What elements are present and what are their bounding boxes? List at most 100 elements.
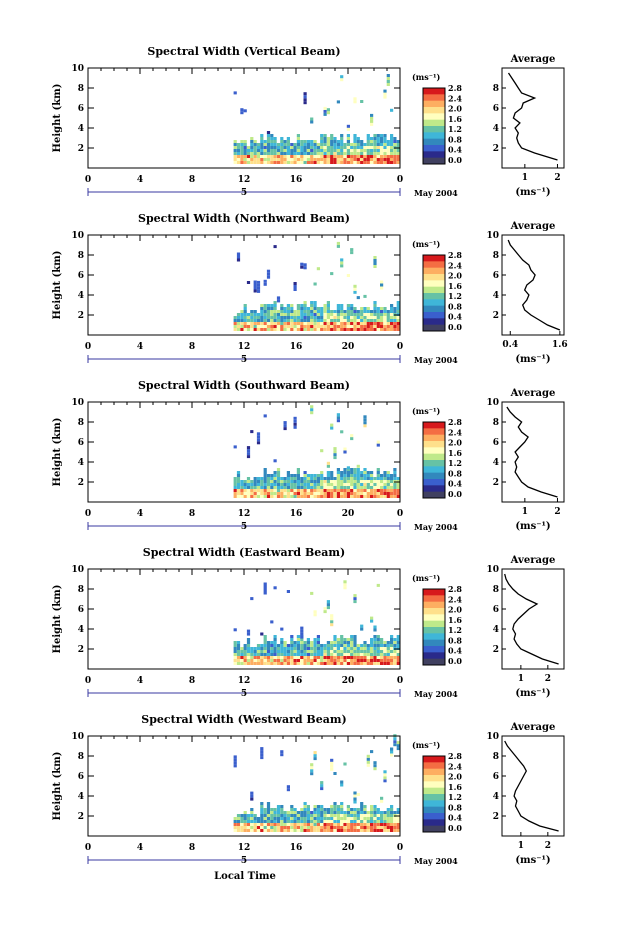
- heatmap-cell: [380, 316, 384, 319]
- heatmap-cell: [333, 489, 337, 492]
- colorbar-segment: [423, 595, 445, 603]
- profile-y-tick-label: 4: [493, 458, 499, 468]
- heatmap-cell: [336, 471, 340, 474]
- heatmap-cell: [363, 294, 367, 298]
- heatmap-cell: [366, 477, 370, 480]
- y-axis-label: Height (km): [52, 418, 63, 487]
- heatmap-cell: [290, 811, 294, 814]
- y-tick-label: 2: [78, 311, 84, 321]
- heatmap-cell: [293, 829, 297, 832]
- heatmap-cell: [320, 158, 324, 161]
- heatmap-cell: [350, 313, 354, 316]
- heatmap-cell: [283, 328, 287, 331]
- heatmap-cell: [346, 644, 350, 647]
- heatmap-cell: [276, 299, 281, 303]
- heatmap-cell: [243, 811, 247, 814]
- profile-y-tick-label: 10: [486, 231, 499, 241]
- heatmap-cell: [256, 653, 261, 656]
- heatmap-cell: [256, 823, 261, 826]
- colorbar-tick-label: 1.2: [448, 458, 462, 468]
- heatmap-cell: [350, 146, 354, 149]
- heatmap-cell: [350, 304, 354, 307]
- heatmap-cell: [270, 650, 274, 653]
- heatmap-cell: [286, 823, 290, 826]
- heatmap-cell: [313, 319, 317, 322]
- heatmap-cell: [370, 662, 374, 665]
- heatmap-cell: [366, 155, 370, 158]
- heatmap-cell: [256, 495, 261, 498]
- panel-5: Spectral Width (Westward Beam)108642Heig…: [52, 713, 565, 866]
- heatmap-cell: [283, 492, 287, 495]
- heatmap-cell: [246, 455, 251, 459]
- heatmap-cell: [386, 659, 390, 662]
- x-tick-label: 12: [238, 175, 251, 185]
- heatmap-cell: [340, 152, 344, 155]
- heatmap-cell: [243, 304, 247, 307]
- heatmap-cell: [236, 474, 241, 477]
- heatmap-cell: [366, 662, 370, 665]
- heatmap-cell: [376, 440, 380, 444]
- heatmap-cell: [350, 437, 354, 441]
- heatmap-cell: [236, 650, 241, 653]
- heatmap-cell: [293, 483, 297, 486]
- heatmap-cell: [353, 826, 357, 829]
- heatmap-cell: [293, 653, 297, 656]
- heatmap-cell: [266, 644, 271, 647]
- colorbar-segment: [423, 434, 445, 442]
- heatmap-cell: [296, 322, 300, 325]
- colorbar-tick-label: 1.2: [448, 124, 462, 134]
- heatmap-cell: [350, 492, 354, 495]
- heatmap-cell: [363, 659, 367, 662]
- heatmap-cell: [306, 328, 310, 331]
- heatmap-cell: [363, 143, 367, 146]
- heatmap-cell: [246, 829, 251, 832]
- heatmap-cell: [246, 629, 251, 633]
- heatmap-cell: [306, 650, 310, 653]
- x-tick-label: 0: [397, 843, 403, 853]
- heatmap-cell: [280, 155, 284, 158]
- heatmap-cell: [310, 158, 314, 161]
- heatmap-cell: [316, 495, 320, 498]
- heatmap-cell: [320, 784, 324, 788]
- heatmap-cell: [386, 149, 390, 152]
- heatmap-cell: [286, 659, 290, 662]
- heatmap-cell: [266, 319, 271, 322]
- heatmap-cell: [300, 817, 304, 820]
- heatmap-cell: [326, 310, 330, 313]
- heatmap-cell: [376, 140, 380, 143]
- y-tick-label: 4: [78, 625, 84, 635]
- heatmap-cell: [260, 647, 264, 650]
- heatmap-cell: [250, 797, 254, 801]
- heatmap-cell: [336, 811, 340, 814]
- heatmap-cell: [313, 477, 317, 480]
- heatmap-cell: [303, 489, 307, 492]
- heatmap-cell: [243, 647, 247, 650]
- heatmap-cell: [376, 656, 380, 659]
- heatmap-cell: [270, 146, 274, 149]
- heatmap-cell: [250, 319, 254, 322]
- heatmap-cell: [246, 480, 251, 483]
- heatmap-cell: [266, 143, 271, 146]
- heatmap-cell: [326, 653, 330, 656]
- heatmap-cell: [250, 811, 254, 814]
- heatmap-cell: [253, 289, 257, 293]
- heatmap-cell: [303, 101, 307, 105]
- heatmap-cell: [353, 597, 357, 601]
- heatmap-cell: [326, 464, 330, 468]
- heatmap-cell: [380, 328, 384, 331]
- heatmap-cell: [350, 650, 354, 653]
- heatmap-cell: [303, 328, 307, 331]
- heatmap-cell: [363, 477, 367, 480]
- heatmap-cell: [290, 328, 294, 331]
- heatmap-cell: [393, 477, 397, 480]
- heatmap-cell: [253, 158, 257, 161]
- heatmap-cell: [356, 480, 360, 483]
- heatmap-cell: [366, 313, 370, 316]
- heatmap-cell: [373, 638, 377, 641]
- heatmap-cell: [290, 662, 294, 665]
- heatmap-cell: [386, 495, 390, 498]
- heatmap-cell: [280, 316, 284, 319]
- heatmap-cell: [313, 808, 317, 811]
- heatmap-cell: [393, 826, 397, 829]
- heatmap-cell: [250, 829, 254, 832]
